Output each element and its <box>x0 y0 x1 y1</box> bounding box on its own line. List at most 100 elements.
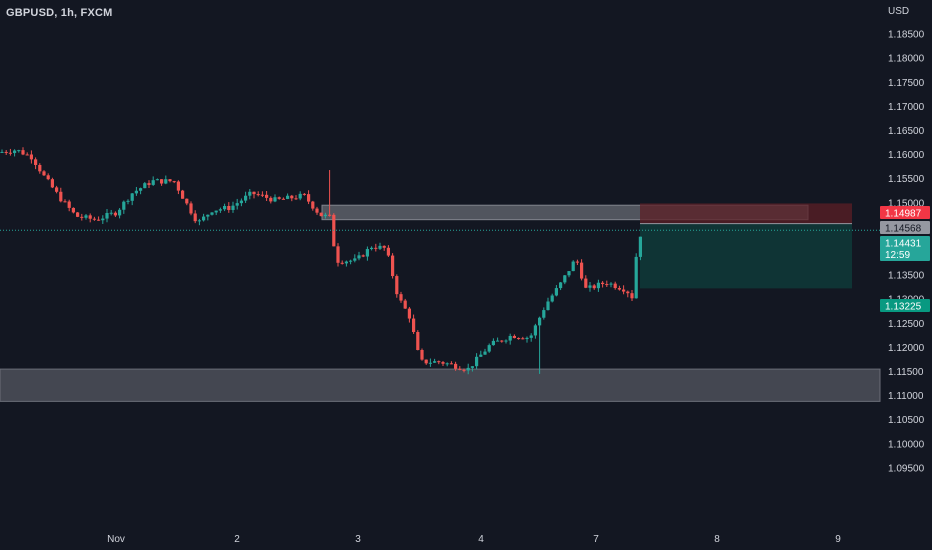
candle <box>265 191 269 202</box>
candle <box>533 323 537 339</box>
stop-price-badge-text: 1.14987 <box>885 209 922 220</box>
candle <box>517 337 521 340</box>
candle-body <box>223 205 227 210</box>
candle <box>382 245 386 251</box>
candle-body <box>269 197 273 202</box>
candle-body <box>256 194 260 196</box>
candle-body <box>59 191 63 202</box>
candle <box>277 196 281 200</box>
candle <box>248 189 252 200</box>
candle-body <box>8 152 12 154</box>
candle <box>441 361 445 367</box>
candle-body <box>521 338 525 340</box>
candle <box>336 243 340 267</box>
support-zone <box>0 368 881 402</box>
candle <box>168 178 172 183</box>
candle-body <box>260 194 264 196</box>
candle <box>353 254 357 263</box>
candle-body <box>365 249 369 257</box>
price-tick-label: 1.10000 <box>888 439 925 450</box>
candle-body <box>445 363 449 365</box>
candle-body <box>105 212 109 219</box>
candle <box>294 195 298 200</box>
candle-body <box>277 197 281 199</box>
candle <box>210 212 214 216</box>
candle-body <box>638 236 642 257</box>
candle <box>172 180 176 184</box>
candle <box>596 279 600 292</box>
candle-body <box>340 262 344 264</box>
candle-body <box>508 335 512 341</box>
candle-body <box>160 179 164 184</box>
candle-body <box>399 294 403 301</box>
candle <box>273 194 277 203</box>
candle <box>151 176 155 186</box>
candle-body <box>147 183 151 185</box>
candle <box>298 191 302 201</box>
candle <box>164 175 168 185</box>
candle-body <box>231 205 235 210</box>
price-tick-label: 1.15000 <box>888 198 925 209</box>
candle <box>386 245 390 258</box>
candle-body <box>575 261 579 263</box>
candle-body <box>407 308 411 319</box>
candle-body <box>563 275 567 283</box>
candle-body <box>155 179 159 181</box>
candle-body <box>370 247 374 250</box>
candle-body <box>76 212 80 217</box>
candle <box>139 187 143 195</box>
candle <box>214 210 218 216</box>
price-tick-label: 1.13500 <box>888 271 925 282</box>
time-tick-label: 3 <box>355 534 361 545</box>
candle <box>550 293 554 303</box>
candle-body <box>248 191 252 196</box>
candle <box>361 254 365 258</box>
candle <box>38 163 42 174</box>
candle-body <box>462 369 466 371</box>
candle-body <box>290 195 294 199</box>
candle-body <box>235 203 239 206</box>
candle <box>340 260 344 265</box>
candle <box>4 150 8 155</box>
candle <box>231 201 235 213</box>
candle-body <box>470 366 474 368</box>
current-price-badge-bg <box>880 236 930 261</box>
candle <box>315 206 319 215</box>
candle-body <box>525 337 529 340</box>
candle <box>29 150 33 164</box>
candle <box>71 207 75 214</box>
price-tick-label: 1.11500 <box>888 367 924 378</box>
candle-body <box>428 362 432 364</box>
candle <box>622 285 626 295</box>
candle <box>202 213 206 222</box>
candle <box>323 212 327 219</box>
candle-body <box>412 318 416 333</box>
currency-label: USD <box>888 6 909 17</box>
stop-loss-box <box>640 203 852 224</box>
candle <box>403 298 407 309</box>
entry-price-badge-bg <box>880 221 930 234</box>
candle <box>101 215 105 224</box>
candle-body <box>97 219 101 221</box>
candle <box>634 253 638 299</box>
candle <box>609 282 613 288</box>
candle-body <box>617 288 621 290</box>
candle <box>525 336 529 343</box>
candle-body <box>420 349 424 360</box>
candle-body <box>80 216 84 218</box>
candle <box>546 297 550 311</box>
candle <box>504 339 508 344</box>
price-tick-label: 1.18500 <box>888 30 925 41</box>
candle <box>25 152 29 156</box>
candle <box>109 209 113 216</box>
candle-body <box>84 215 88 218</box>
time-tick-label: 4 <box>478 534 484 545</box>
candle <box>500 340 504 343</box>
candle <box>449 361 453 365</box>
candle <box>235 198 239 210</box>
candle <box>617 285 621 291</box>
price-tick-label: 1.16000 <box>888 150 925 161</box>
candle-body <box>613 283 617 289</box>
